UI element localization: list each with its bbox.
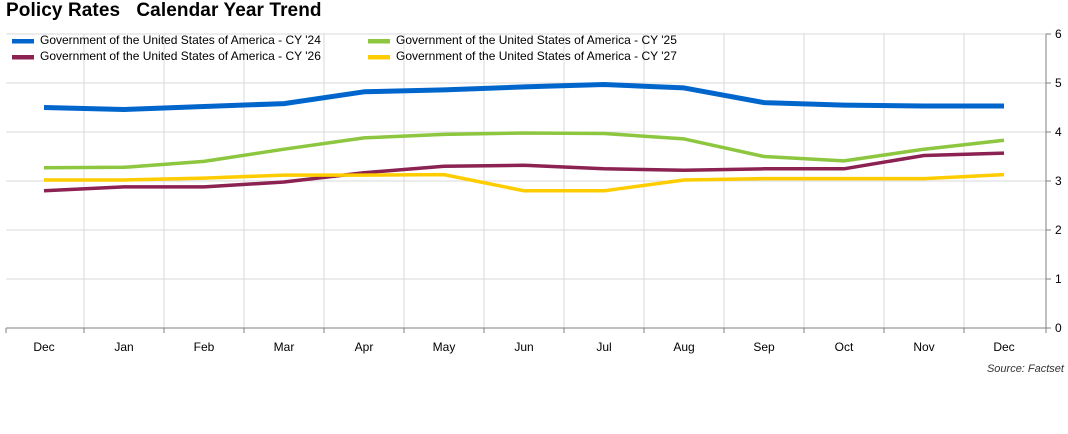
- series-line-2: [43, 131, 1005, 170]
- x-tick-label: Jul: [596, 340, 611, 354]
- series-line-4: [44, 172, 1005, 193]
- x-tick-label: Sep: [753, 340, 775, 354]
- y-tick-label: 1: [1055, 272, 1062, 286]
- y-tick-label: 3: [1055, 174, 1062, 188]
- legend-label: Government of the United States of Ameri…: [396, 33, 677, 47]
- x-tick-label: Dec: [33, 340, 54, 354]
- x-tick-label: Apr: [355, 340, 374, 354]
- legend-swatch: [368, 39, 390, 44]
- y-tick-label: 4: [1055, 125, 1062, 139]
- grid-lines: [6, 33, 1046, 328]
- x-tick-labels: Dec Jan Feb Mar Apr May Jun Jul Aug Sep Oct Nov Dec: [33, 340, 1014, 354]
- legend-label: Government of the United States of Ameri…: [40, 33, 321, 47]
- x-tick-label: Oct: [835, 340, 854, 354]
- chart-title: Policy Rates Calendar Year Trend: [6, 0, 322, 21]
- series-line-1: [43, 82, 1004, 112]
- legend-swatch: [368, 55, 390, 60]
- axes: [5, 33, 1051, 333]
- source-note: Source: Factset: [986, 363, 1064, 375]
- y-tick-label: 6: [1055, 27, 1062, 41]
- y-tick-label: 0: [1055, 321, 1062, 335]
- x-tick-label: Nov: [913, 340, 934, 354]
- x-tick-label: Aug: [673, 340, 694, 354]
- series-line-3: [43, 151, 1005, 193]
- x-tick-label: May: [433, 340, 456, 354]
- y-tick-label: 5: [1055, 76, 1062, 90]
- series-lines: [43, 82, 1005, 193]
- x-tick-label: Mar: [274, 340, 295, 354]
- legend-swatch: [12, 39, 34, 44]
- legend: Government of the United States of Ameri…: [12, 33, 677, 63]
- x-tick-label: Feb: [194, 340, 215, 354]
- x-tick-label: Jun: [514, 340, 533, 354]
- x-tick-label: Dec: [993, 340, 1014, 354]
- legend-label: Government of the United States of Ameri…: [40, 49, 321, 63]
- y-tick-labels: 0 1 2 3 4 5 6: [1055, 27, 1062, 335]
- x-tick-label: Jan: [114, 340, 133, 354]
- y-tick-label: 2: [1055, 223, 1062, 237]
- legend-swatch: [12, 55, 34, 60]
- legend-label: Government of the United States of Ameri…: [396, 49, 677, 63]
